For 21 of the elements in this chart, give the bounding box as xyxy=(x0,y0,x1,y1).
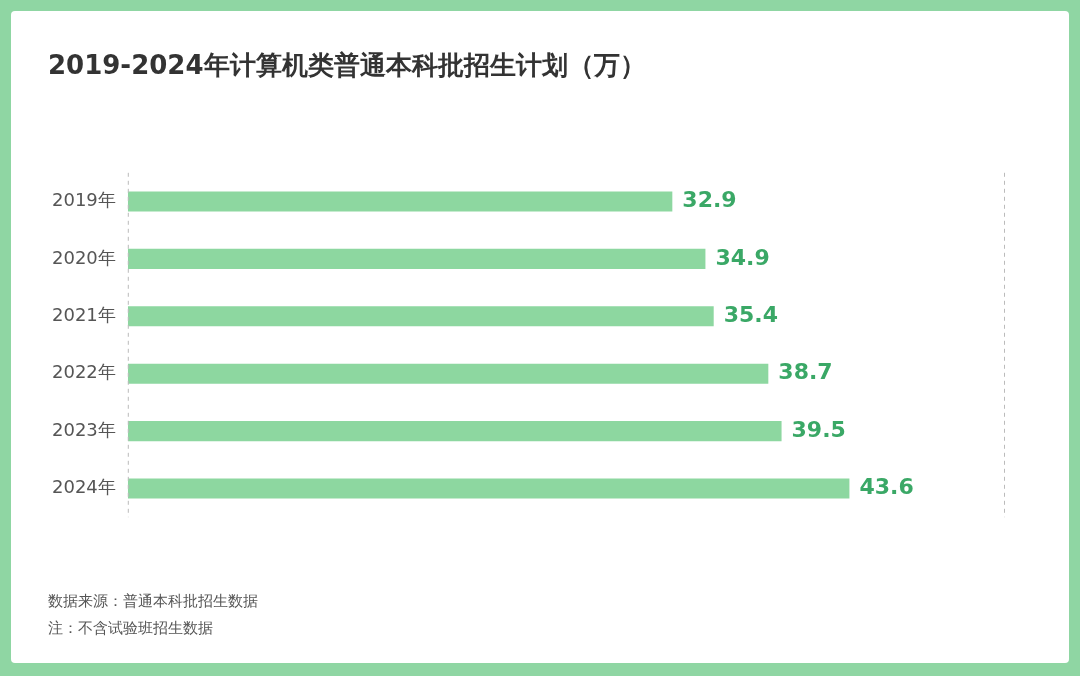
bar xyxy=(127,421,782,442)
data-label: 35.4 xyxy=(723,302,778,328)
y-tick-label: 2021年 xyxy=(52,303,116,325)
data-label: 39.5 xyxy=(791,416,846,442)
bar xyxy=(127,363,769,384)
data-label: 32.9 xyxy=(682,187,737,213)
y-tick-label: 2019年 xyxy=(52,189,116,211)
chart-title: 2019-2024年计算机类普通本科批招生计划（万） xyxy=(48,49,646,82)
y-tick-label: 2020年 xyxy=(52,246,116,268)
bar xyxy=(127,478,850,499)
y-tick-label: 2022年 xyxy=(52,361,116,383)
y-tick-label: 2023年 xyxy=(52,418,116,440)
data-label: 38.7 xyxy=(778,359,833,385)
source-note: 数据来源：普通本科批招生数据 xyxy=(48,591,258,612)
data-label: 43.6 xyxy=(859,474,914,500)
bar xyxy=(127,306,714,327)
text: 注：不含试验班招生数据 xyxy=(48,618,214,639)
bar xyxy=(127,248,706,269)
bar xyxy=(127,191,673,212)
y-tick-label: 2024年 xyxy=(52,476,116,498)
data-label: 34.9 xyxy=(715,244,770,270)
